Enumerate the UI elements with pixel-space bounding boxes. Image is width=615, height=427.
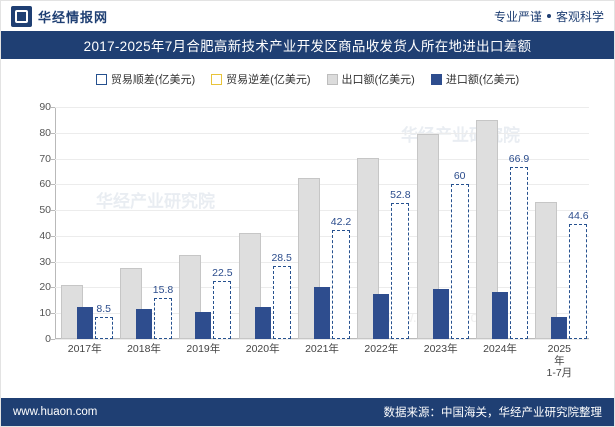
y-tick-mark bbox=[51, 158, 55, 160]
x-tick-label: 2023年 bbox=[423, 343, 458, 355]
bar-surplus bbox=[94, 317, 113, 339]
bar-surplus bbox=[391, 202, 410, 339]
legend-item-deficit[interactable]: 贸易逆差(亿美元) bbox=[211, 71, 311, 87]
y-tick-label: 50 bbox=[39, 204, 51, 217]
gridline bbox=[55, 184, 589, 186]
data-label: 8.5 bbox=[96, 303, 111, 316]
data-label: 42.2 bbox=[330, 216, 352, 229]
page-header: 华经情报网 专业严谨 客观科学 bbox=[1, 1, 614, 31]
bar-surplus bbox=[569, 224, 588, 339]
footer-site: www.huaon.com bbox=[13, 406, 98, 418]
footer-source: 数据来源：中国海关，华经产业研究院整理 bbox=[383, 407, 603, 419]
legend-label-import: 进口额(亿美元) bbox=[445, 74, 520, 86]
y-tick-label: 60 bbox=[39, 178, 51, 191]
bar-import bbox=[195, 312, 212, 339]
gridline bbox=[55, 339, 589, 340]
data-label: 66.9 bbox=[508, 152, 530, 165]
dot-icon bbox=[546, 14, 551, 18]
y-tick-mark bbox=[51, 313, 55, 315]
bar-import bbox=[136, 308, 152, 339]
page-title: 2017-2025年7月合肥高新技术产业开发区商品收发货人所在地进出口差额 bbox=[1, 31, 614, 59]
legend-item-import[interactable]: 进口额(亿美元) bbox=[430, 71, 520, 87]
data-label: 15.8 bbox=[152, 284, 174, 297]
y-tick-label: 70 bbox=[39, 152, 51, 165]
legend: 贸易顺差(亿美元) 贸易逆差(亿美元) 出口额(亿美元) 进口额(亿美元) bbox=[1, 71, 614, 87]
x-tick-label: 2017年 bbox=[67, 343, 102, 355]
brand: 华经情报网 bbox=[11, 5, 109, 27]
legend-swatch-surplus-icon bbox=[95, 73, 107, 85]
tagline-left: 专业严谨 bbox=[493, 9, 542, 24]
y-tick-label: 0 bbox=[45, 333, 51, 345]
gridline bbox=[55, 107, 589, 108]
gridline bbox=[55, 235, 589, 237]
data-label: 28.5 bbox=[271, 251, 292, 264]
bar-surplus bbox=[213, 281, 232, 339]
y-tick-mark bbox=[51, 339, 55, 340]
x-tick-label: 2025年 1-7月 bbox=[546, 343, 573, 379]
y-tick-mark bbox=[51, 210, 55, 212]
x-tick-label: 2018年 bbox=[127, 343, 161, 355]
square-logo-icon bbox=[11, 5, 32, 27]
legend-swatch-deficit-icon bbox=[211, 73, 223, 85]
x-tick-label: 2021年 bbox=[305, 343, 339, 355]
y-tick-label: 30 bbox=[39, 255, 51, 268]
chart-area: 华经产业研究院 华经产业研究院 www.huaon.com 贸易顺差(亿美元) … bbox=[1, 59, 614, 399]
gridline bbox=[55, 158, 589, 160]
bar-export bbox=[416, 134, 439, 339]
legend-label-deficit: 贸易逆差(亿美元) bbox=[226, 74, 311, 86]
plot-region: 0 10 20 30 40 50 60 70 80 90 8.5 15.8 22.5 28.5 42.2 5… bbox=[39, 101, 589, 379]
brand-name: 华经情报网 bbox=[38, 9, 109, 25]
y-tick-mark bbox=[51, 132, 55, 134]
legend-item-surplus[interactable]: 贸易顺差(亿美元) bbox=[95, 71, 196, 87]
page-footer: www.huaon.com 数据来源：中国海关，华经产业研究院整理 bbox=[1, 398, 614, 426]
y-tick-mark bbox=[51, 184, 55, 186]
bar-series: 8.5 15.8 22.5 28.5 42.2 52.8 60 66.9 44.6 bbox=[55, 107, 589, 339]
bar-import bbox=[551, 317, 568, 339]
bar-surplus bbox=[450, 184, 469, 339]
bar-export bbox=[535, 202, 558, 339]
gridline bbox=[55, 210, 589, 212]
data-label: 60 bbox=[453, 170, 466, 183]
legend-label-export: 出口额(亿美元) bbox=[341, 74, 415, 86]
legend-item-export[interactable]: 出口额(亿美元) bbox=[326, 71, 415, 87]
y-tick-label: 40 bbox=[39, 229, 51, 242]
bar-import bbox=[314, 287, 330, 339]
bar-surplus bbox=[510, 166, 528, 339]
bar-import bbox=[76, 307, 93, 339]
y-tick-mark bbox=[51, 107, 55, 108]
y-tick-label: 20 bbox=[39, 281, 51, 294]
bar-import bbox=[492, 292, 508, 339]
bar-import bbox=[254, 306, 271, 339]
data-label: 52.8 bbox=[390, 188, 411, 201]
y-tick-label: 10 bbox=[39, 307, 51, 320]
bar-surplus bbox=[154, 298, 172, 339]
x-tick-label: 2024年 bbox=[483, 343, 517, 355]
y-tick-label: 80 bbox=[39, 126, 51, 139]
legend-label-surplus: 贸易顺差(亿美元) bbox=[110, 74, 196, 86]
data-label: 44.6 bbox=[568, 210, 589, 223]
y-tick-mark bbox=[51, 235, 55, 237]
bar-surplus bbox=[332, 230, 350, 339]
bar-import bbox=[432, 289, 449, 339]
bar-import bbox=[373, 293, 390, 339]
x-tick-label: 2020年 bbox=[245, 343, 280, 355]
header-tagline: 专业严谨 客观科学 bbox=[494, 8, 604, 25]
gridline bbox=[55, 132, 589, 134]
data-label: 22.5 bbox=[212, 267, 233, 279]
tagline-right: 客观科学 bbox=[555, 9, 604, 24]
bar-export bbox=[476, 119, 498, 339]
y-tick-mark bbox=[51, 261, 55, 263]
legend-swatch-import-icon bbox=[430, 73, 442, 85]
gridline bbox=[55, 261, 589, 263]
legend-swatch-export-icon bbox=[326, 73, 338, 85]
y-tick-label: 90 bbox=[39, 101, 51, 113]
x-tick-label: 2022年 bbox=[364, 343, 399, 355]
y-tick-mark bbox=[51, 287, 55, 289]
x-tick-label: 2019年 bbox=[186, 343, 221, 355]
y-axis bbox=[55, 107, 56, 339]
bar-surplus bbox=[272, 265, 291, 339]
